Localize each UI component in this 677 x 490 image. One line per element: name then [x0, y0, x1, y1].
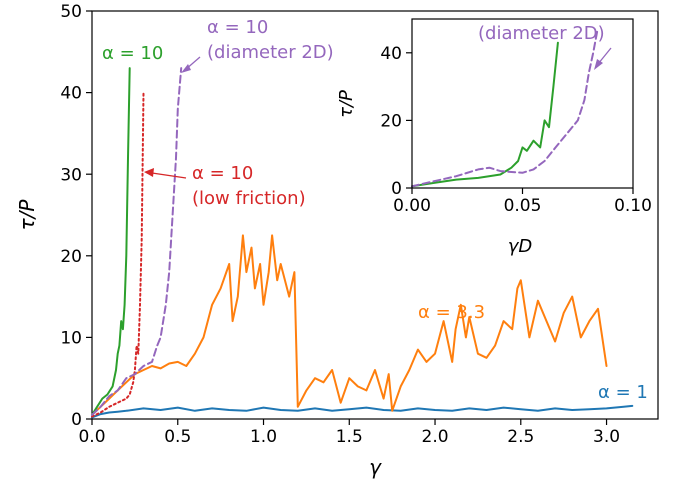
- main-x-tick-label: 1.0: [250, 427, 277, 447]
- annotation-alpha10-green: α = 10: [102, 43, 163, 64]
- main-x-tick-label: 2.0: [422, 427, 449, 447]
- inset-y-tick-label: 0: [391, 179, 402, 199]
- main-series-10-diameter-2d: [91, 67, 183, 416]
- main-series-10-low-friction: [91, 91, 145, 418]
- main-y-tick-label: 40: [60, 84, 82, 104]
- inset-background: [412, 19, 633, 188]
- main-x-tick-label: 1.5: [336, 427, 363, 447]
- main-x-ticks: 0.0 0.5 1.0 1.5 2.0 2.5 3.0: [78, 419, 620, 447]
- inset-series-lines: [411, 28, 599, 188]
- main-x-tick-label: 2.5: [507, 427, 534, 447]
- inset-arrow-diameter: [594, 47, 612, 70]
- main-series-1: [91, 404, 634, 419]
- main-y-tick-label: 30: [60, 165, 82, 185]
- inset-y-axis-label: τ/P: [336, 90, 357, 118]
- main-y-tick-label: 50: [60, 2, 82, 22]
- main-series-3-3: [91, 234, 608, 416]
- inset-x-tick-label: 0.10: [614, 196, 652, 216]
- annotation-alpha10-diameter-line1: α = 10: [207, 17, 268, 38]
- inset-y-tick-label: 40: [380, 44, 402, 64]
- inset-series-10-diameter-2d: [411, 28, 599, 188]
- inset-x-axis-label: γD: [508, 236, 533, 257]
- main-x-tick-label: 0.0: [78, 427, 105, 447]
- main-y-axis-label: τ/P: [15, 199, 39, 231]
- main-y-ticks: 0 10 20 30 40 50: [60, 2, 92, 430]
- inset-series-10: [411, 41, 559, 188]
- arrow-diameter: [181, 56, 201, 73]
- inset-x-ticks: 0.00 0.05 0.10: [393, 188, 652, 216]
- inset-x-tick-label: 0.00: [393, 196, 431, 216]
- annotation-alpha10-lowfriction-line2: (low friction): [192, 188, 306, 209]
- inset-axes: 0.00 0.05 0.10 0 20 40 γD τ/P (diameter 2D): [336, 18, 652, 257]
- inset-y-tick-label: 20: [380, 112, 402, 132]
- annotation-alpha3.3: α = 3.3: [418, 302, 485, 323]
- main-plot-frame: [91, 10, 659, 420]
- main-series-10: [91, 67, 131, 416]
- main-x-tick-label: 0.5: [164, 427, 191, 447]
- inset-y-ticks: 0 20 40: [380, 44, 412, 199]
- main-x-axis-label: γ: [369, 455, 382, 479]
- main-series-lines: [91, 67, 634, 419]
- annotation-alpha10-lowfriction-line1: α = 10: [192, 163, 253, 184]
- main-x-tick-label: 3.0: [593, 427, 620, 447]
- annotation-alpha1: α = 1: [598, 382, 648, 403]
- main-y-tick-label: 0: [71, 410, 82, 430]
- inset-annotation-diameter: (diameter 2D): [478, 23, 605, 44]
- annotation-alpha10-diameter-line2: (diameter 2D): [207, 42, 334, 63]
- inset-x-tick-label: 0.05: [504, 196, 542, 216]
- main-y-tick-label: 10: [60, 329, 82, 349]
- main-y-tick-label: 20: [60, 247, 82, 267]
- arrow-lowfriction: [144, 168, 187, 179]
